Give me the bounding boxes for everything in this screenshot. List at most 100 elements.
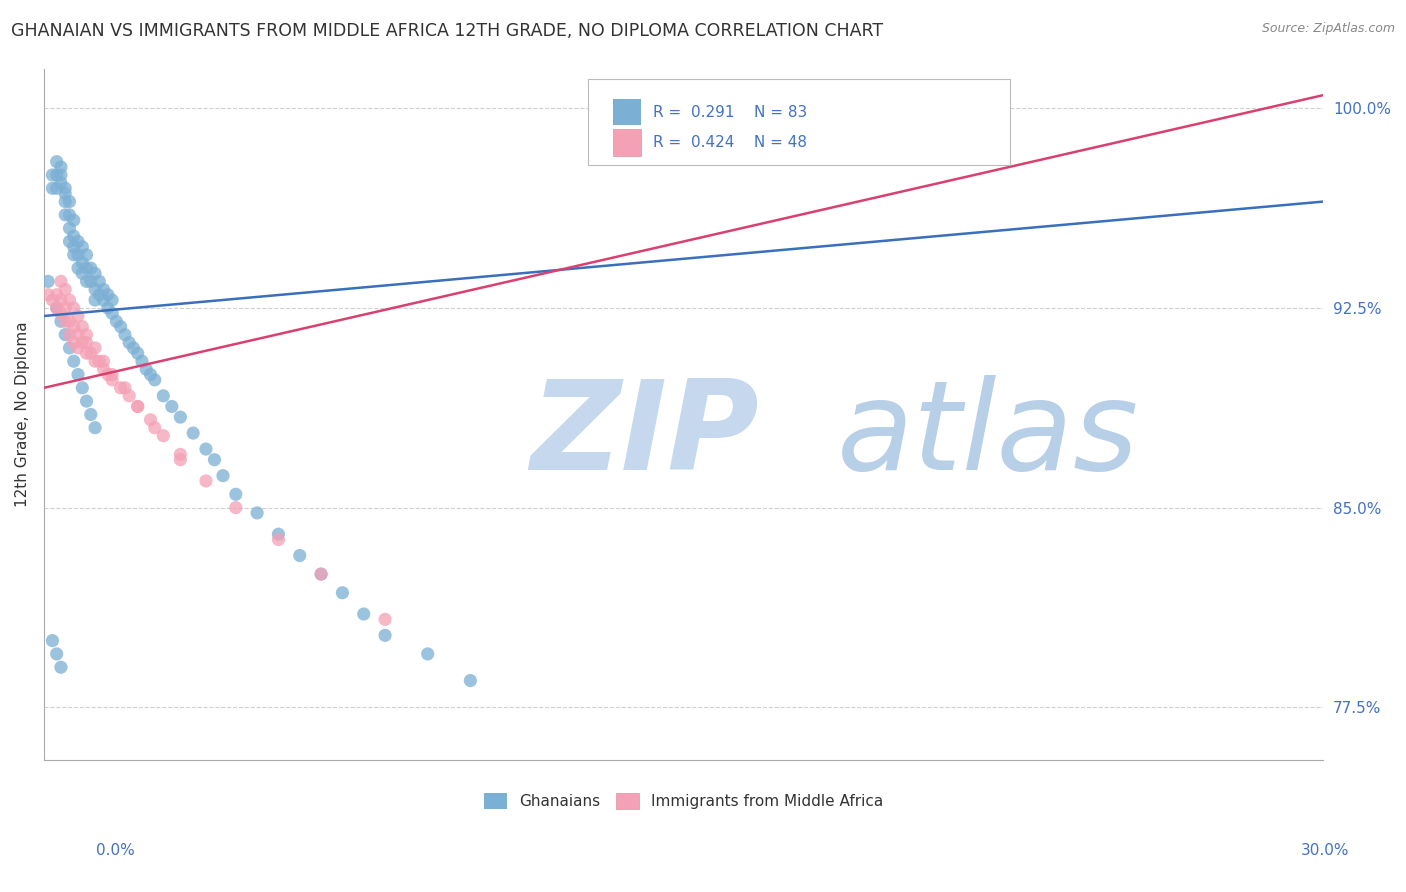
- Point: [62, 335, 84, 350]
- Point: [76, 394, 98, 409]
- Point: [45, 647, 67, 661]
- Text: atlas: atlas: [837, 375, 1139, 496]
- Point: [374, 628, 396, 642]
- Point: [45, 154, 67, 169]
- Point: [97, 301, 120, 315]
- Point: [194, 442, 217, 456]
- Point: [160, 400, 183, 414]
- Point: [89, 274, 111, 288]
- Point: [62, 319, 84, 334]
- Point: [49, 314, 72, 328]
- Legend: Ghanaians, Immigrants from Middle Africa: Ghanaians, Immigrants from Middle Africa: [478, 787, 889, 815]
- Point: [72, 335, 94, 350]
- Point: [45, 287, 67, 301]
- Point: [93, 293, 115, 307]
- Point: [204, 452, 226, 467]
- Point: [53, 208, 76, 222]
- Point: [49, 168, 72, 182]
- Point: [122, 341, 145, 355]
- Point: [181, 426, 204, 441]
- Point: [89, 354, 111, 368]
- Point: [80, 274, 103, 288]
- Point: [194, 474, 217, 488]
- Point: [114, 327, 136, 342]
- Point: [45, 301, 67, 315]
- Point: [53, 282, 76, 296]
- Bar: [613, 129, 641, 156]
- Point: [66, 309, 89, 323]
- Point: [97, 368, 120, 382]
- Point: [58, 208, 80, 222]
- Point: [169, 447, 191, 461]
- Point: [76, 248, 98, 262]
- Point: [267, 533, 290, 547]
- Point: [84, 341, 107, 355]
- Point: [84, 293, 107, 307]
- Point: [460, 673, 482, 688]
- Point: [72, 256, 94, 270]
- Bar: [613, 99, 641, 125]
- Point: [76, 346, 98, 360]
- Text: ZIP: ZIP: [530, 375, 759, 496]
- Point: [62, 229, 84, 244]
- Point: [152, 428, 174, 442]
- Point: [45, 181, 67, 195]
- Point: [288, 549, 311, 563]
- Point: [127, 400, 149, 414]
- Point: [45, 301, 67, 315]
- Point: [53, 327, 76, 342]
- Point: [49, 660, 72, 674]
- Point: [416, 647, 439, 661]
- Point: [127, 346, 149, 360]
- Point: [66, 235, 89, 249]
- Point: [93, 282, 115, 296]
- Point: [131, 354, 153, 368]
- Point: [37, 287, 59, 301]
- FancyBboxPatch shape: [588, 78, 1010, 165]
- Point: [72, 319, 94, 334]
- Point: [101, 368, 124, 382]
- Point: [49, 274, 72, 288]
- Point: [118, 389, 141, 403]
- Point: [84, 354, 107, 368]
- Point: [37, 274, 59, 288]
- Point: [353, 607, 375, 621]
- Point: [309, 567, 332, 582]
- Point: [66, 368, 89, 382]
- Point: [225, 500, 247, 515]
- Point: [139, 413, 162, 427]
- Point: [62, 354, 84, 368]
- Point: [89, 287, 111, 301]
- Text: Source: ZipAtlas.com: Source: ZipAtlas.com: [1261, 22, 1395, 36]
- Point: [53, 194, 76, 209]
- Point: [58, 235, 80, 249]
- Point: [62, 213, 84, 227]
- Point: [110, 381, 132, 395]
- Point: [97, 287, 120, 301]
- Point: [135, 362, 157, 376]
- Point: [93, 362, 115, 376]
- Point: [62, 248, 84, 262]
- Point: [114, 381, 136, 395]
- Point: [84, 282, 107, 296]
- Point: [80, 408, 103, 422]
- Point: [267, 527, 290, 541]
- Point: [41, 293, 63, 307]
- Point: [58, 194, 80, 209]
- Point: [374, 612, 396, 626]
- Point: [72, 267, 94, 281]
- Point: [41, 168, 63, 182]
- Point: [41, 633, 63, 648]
- Point: [80, 261, 103, 276]
- Point: [58, 341, 80, 355]
- Point: [101, 293, 124, 307]
- Text: R =  0.291    N = 83: R = 0.291 N = 83: [652, 104, 807, 120]
- Point: [118, 335, 141, 350]
- Point: [58, 327, 80, 342]
- Point: [105, 314, 128, 328]
- Point: [62, 301, 84, 315]
- Text: 0.0%: 0.0%: [96, 843, 135, 858]
- Point: [58, 293, 80, 307]
- Point: [41, 181, 63, 195]
- Point: [53, 314, 76, 328]
